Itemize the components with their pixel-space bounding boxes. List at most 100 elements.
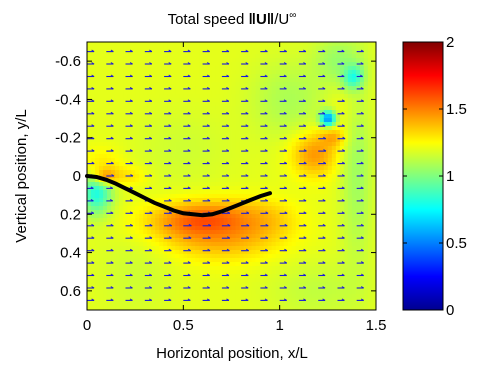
field-cell	[219, 194, 225, 199]
field-cell	[331, 78, 337, 83]
field-cell	[347, 234, 353, 239]
field-cell	[259, 58, 265, 63]
field-cell	[243, 106, 249, 111]
field-cell	[267, 298, 273, 303]
field-cell	[143, 122, 148, 127]
field-cell	[159, 194, 164, 199]
field-cell	[231, 210, 237, 215]
field-cell	[195, 202, 200, 207]
field-cell	[131, 266, 136, 271]
field-cell	[279, 214, 285, 219]
field-cell	[187, 230, 192, 235]
field-cell	[219, 82, 225, 87]
field-cell	[259, 190, 265, 195]
field-cell	[175, 74, 180, 79]
field-cell	[355, 206, 361, 211]
field-cell	[267, 254, 273, 259]
field-cell	[107, 222, 112, 227]
field-cell	[191, 98, 196, 103]
field-cell	[267, 266, 273, 271]
field-cell	[163, 234, 168, 239]
field-cell	[315, 66, 321, 71]
field-cell	[155, 274, 160, 279]
field-cell	[107, 258, 112, 263]
field-cell	[331, 238, 337, 243]
field-cell	[303, 258, 309, 263]
field-cell	[315, 98, 321, 103]
field-cell	[107, 150, 112, 155]
field-cell	[159, 86, 164, 91]
field-cell	[211, 46, 217, 51]
field-cell	[307, 130, 313, 135]
field-cell	[155, 198, 160, 203]
field-cell	[139, 190, 144, 195]
field-cell	[335, 242, 341, 247]
field-cell	[311, 62, 317, 67]
field-cell	[315, 118, 321, 123]
field-cell	[147, 246, 152, 251]
field-cell	[91, 306, 96, 310]
field-cell	[235, 122, 241, 127]
velocity-arrow-head	[110, 74, 114, 77]
field-cell	[371, 126, 376, 131]
field-cell	[331, 66, 337, 71]
field-cell	[331, 86, 337, 91]
field-cell	[315, 278, 321, 283]
field-cell	[231, 170, 237, 175]
field-cell	[295, 126, 301, 131]
field-cell	[103, 58, 108, 63]
field-cell	[307, 246, 313, 251]
field-cell	[203, 110, 209, 115]
field-cell	[251, 286, 257, 291]
field-cell	[95, 230, 100, 235]
field-cell	[283, 118, 289, 123]
field-cell	[307, 238, 313, 243]
field-cell	[151, 230, 156, 235]
field-cell	[287, 250, 293, 255]
field-cell	[283, 302, 289, 307]
field-cell	[139, 286, 144, 291]
field-cell	[315, 54, 321, 59]
field-cell	[191, 258, 196, 263]
field-cell	[175, 138, 180, 143]
field-cell	[267, 270, 273, 275]
field-cell	[335, 154, 341, 159]
field-cell	[155, 302, 160, 307]
field-cell	[371, 146, 376, 151]
field-cell	[299, 98, 305, 103]
field-cell	[131, 246, 136, 251]
field-cell	[219, 186, 225, 191]
field-cell	[167, 170, 172, 175]
field-cell	[99, 162, 104, 167]
field-cell	[131, 194, 136, 199]
field-cell	[151, 94, 156, 99]
field-cell	[339, 254, 345, 259]
field-cell	[303, 58, 309, 63]
field-cell	[211, 270, 217, 275]
field-cell	[207, 270, 213, 275]
field-cell	[263, 166, 269, 171]
field-cell	[263, 158, 269, 163]
field-cell	[175, 46, 180, 51]
field-cell	[283, 262, 289, 267]
field-cell	[303, 282, 309, 287]
field-cell	[143, 130, 148, 135]
field-cell	[243, 242, 249, 247]
field-cell	[291, 150, 297, 155]
field-cell	[119, 246, 124, 251]
field-cell	[139, 138, 144, 143]
field-cell	[95, 134, 100, 139]
field-cell	[303, 54, 309, 59]
field-cell	[175, 306, 180, 310]
field-cell	[123, 110, 128, 115]
field-cell	[103, 94, 108, 99]
field-cell	[247, 86, 253, 91]
field-cell	[299, 266, 305, 271]
field-cell	[127, 66, 132, 71]
field-cell	[327, 94, 333, 99]
field-cell	[143, 166, 148, 171]
field-cell	[311, 146, 317, 151]
field-cell	[367, 210, 373, 215]
field-cell	[127, 106, 132, 111]
field-cell	[319, 162, 325, 167]
